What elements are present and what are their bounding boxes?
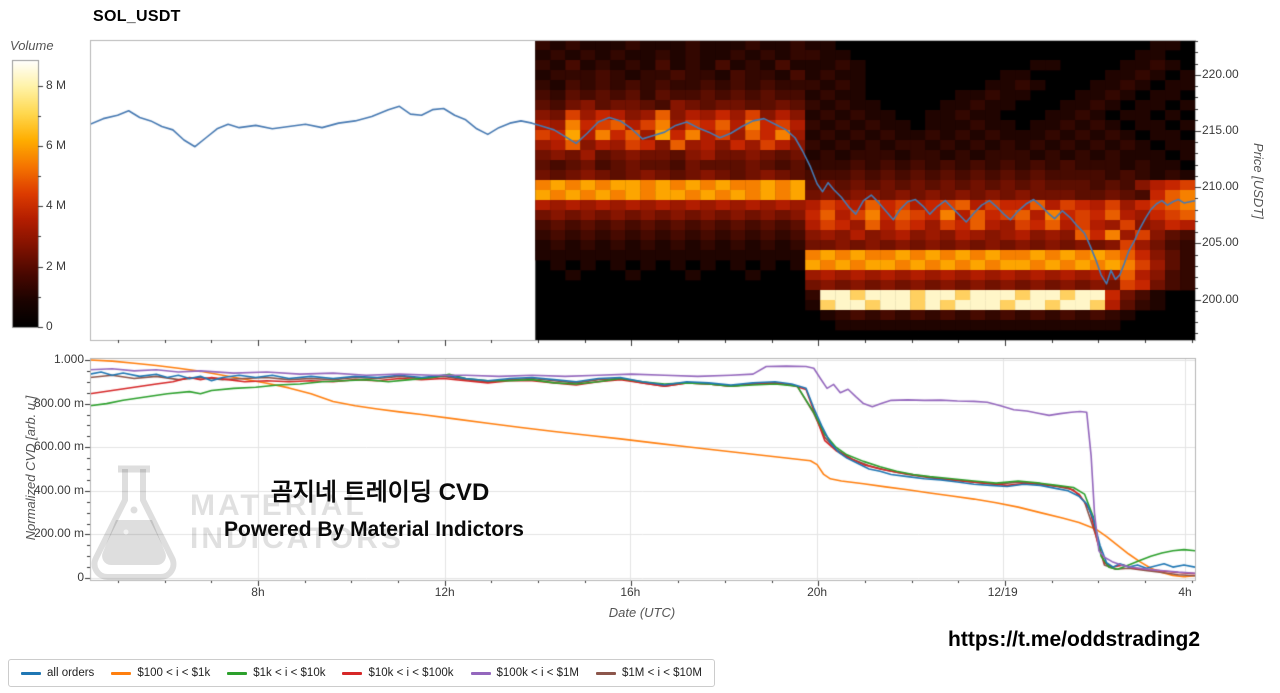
cvd-tick-label: 600.00 m: [33, 439, 84, 454]
legend-label: $100k < i < $1M: [496, 667, 579, 679]
colorbar-title: Volume: [10, 38, 54, 53]
price-tick-label: 210.00: [1202, 179, 1239, 194]
cvd-tick-label: 1.000: [53, 352, 84, 366]
material-indicators-watermark: MATERIAL INDICATORS: [84, 462, 404, 582]
legend-item[interactable]: all orders: [21, 667, 94, 679]
legend-item[interactable]: $100k < i < $1M: [470, 667, 579, 679]
legend-swatch: [470, 671, 491, 675]
watermark-logo-text: MATERIAL INDICATORS: [190, 489, 404, 555]
legend-label: $100 < i < $1k: [137, 667, 211, 679]
telegram-url[interactable]: https://t.me/oddstrading2: [948, 628, 1200, 651]
price-tick-label: 215.00: [1202, 123, 1239, 137]
legend-swatch: [342, 671, 363, 675]
date-tick-label: 12h: [434, 585, 455, 599]
x-axis-label: Date (UTC): [608, 605, 676, 620]
date-tick-label: 8h: [251, 585, 265, 599]
colorbar-tick-label: 6 M: [46, 137, 67, 152]
legend-swatch: [596, 671, 616, 675]
watermark-korean-title: 곰지네 트레이딩 CVD: [270, 479, 490, 506]
colorbar-tick-label: 4 M: [46, 198, 67, 213]
price-axis-label: Price [USDT]: [1251, 143, 1266, 219]
cvd-tick-label: 0: [77, 570, 84, 584]
legend-label: $1k < i < $10k: [253, 667, 326, 679]
page-title: SOL_USDT: [93, 8, 181, 25]
legend-swatch: [21, 671, 41, 675]
legend: all orders $100 < i < $1k $1k < i < $10k $1…: [8, 659, 715, 687]
legend-item[interactable]: $1M < i < $10M: [596, 667, 702, 679]
cvd-axis-label: Normalized CVD [arb. u.]: [23, 395, 38, 541]
legend-label: $1M < i < $10M: [622, 667, 702, 679]
price-tick-label: 205.00: [1202, 235, 1239, 250]
colorbar-tick-label: 0: [46, 319, 53, 333]
watermark-logo-line1: MATERIAL: [190, 489, 367, 522]
cvd-tick-label: 200.00 m: [33, 526, 84, 541]
flask-icon: [91, 465, 177, 580]
legend-swatch: [227, 671, 248, 675]
legend-item[interactable]: $100 < i < $1k: [111, 667, 210, 679]
date-tick-label: 4h: [1178, 585, 1192, 599]
watermark-powered-by: Powered By Material Indictors: [224, 518, 524, 541]
legend-item[interactable]: $10k < i < $100k: [342, 667, 454, 679]
price-tick-label: 200.00: [1202, 291, 1239, 306]
cvd-tick-label: 400.00 m: [33, 482, 84, 497]
legend-item[interactable]: $1k < i < $10k: [227, 667, 325, 679]
legend-label: $10k < i < $100k: [368, 667, 454, 679]
colorbar-tick-label: 8 M: [46, 77, 67, 92]
date-tick-label: 16h: [620, 585, 641, 599]
price-tick-label: 220.00: [1202, 66, 1239, 81]
date-tick-label: 12/19: [987, 585, 1018, 599]
legend-swatch: [111, 671, 132, 675]
date-tick-label: 20h: [807, 585, 828, 599]
colorbar-tick-label: 2 M: [46, 258, 67, 273]
cvd-tick-label: 800.00 m: [33, 395, 84, 410]
legend-label: all orders: [47, 667, 95, 679]
watermark-logo-line2: INDICATORS: [190, 522, 404, 555]
